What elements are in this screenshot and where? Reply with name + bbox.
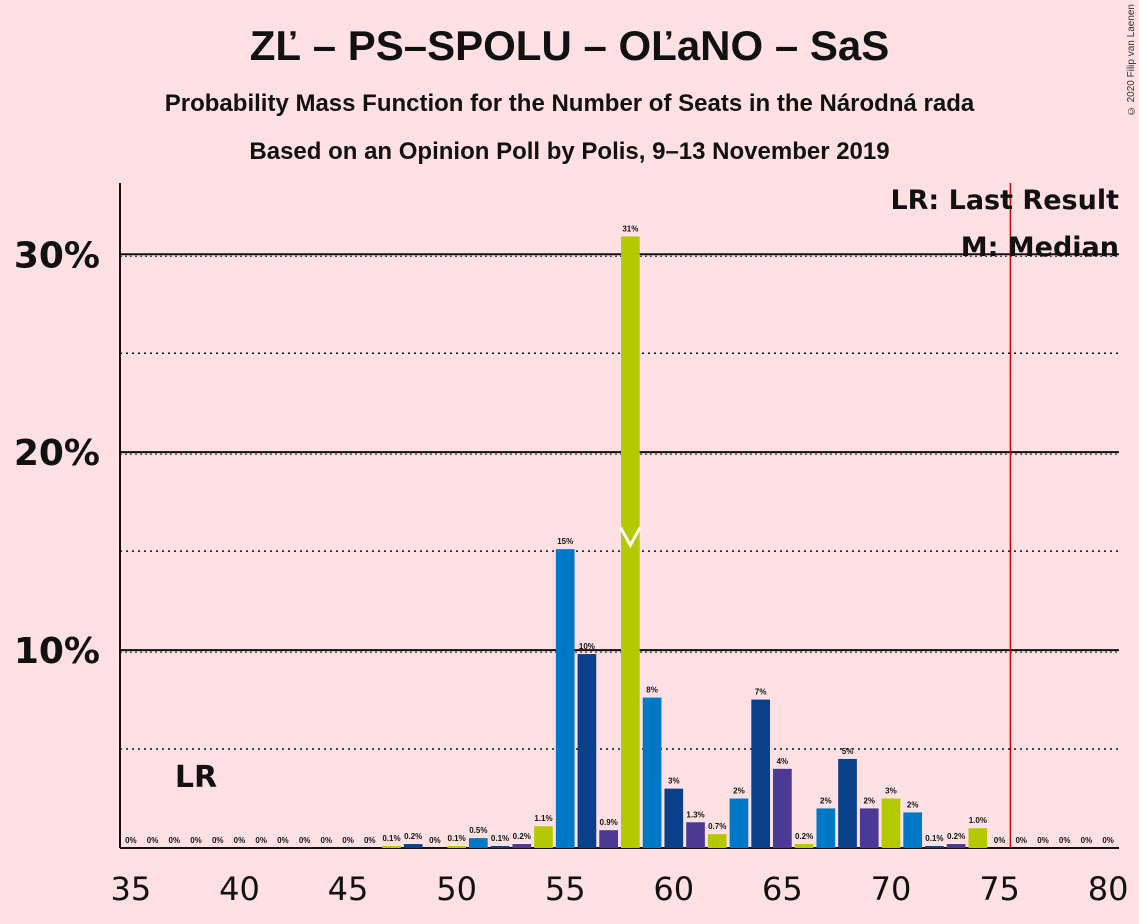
x-tick-label: 55 — [545, 870, 586, 908]
chart-subtitle: Probability Mass Function for the Number… — [164, 90, 975, 117]
bar-seat-65 — [773, 768, 792, 848]
bar-label-seat-51: 0.5% — [469, 826, 487, 835]
bar-label-seat-45: 0% — [342, 836, 354, 845]
bar-seat-74 — [968, 828, 988, 848]
bar-label-seat-76: 0% — [1015, 836, 1027, 845]
x-tick-label: 80 — [1088, 870, 1129, 908]
x-tick-label: 45 — [328, 870, 369, 908]
bar-seat-53 — [512, 844, 532, 848]
bar-label-seat-75: 0% — [994, 836, 1006, 845]
bar-label-seat-55: 15% — [557, 537, 573, 546]
bar-seat-60 — [664, 788, 684, 848]
bar-seat-54 — [534, 826, 553, 848]
bar-seat-62 — [707, 834, 727, 848]
bar-label-seat-80: 0% — [1102, 836, 1114, 845]
x-tick-label: 35 — [110, 870, 151, 908]
legend-last-result: LR: Last Result — [890, 185, 1119, 216]
median-marker — [619, 526, 642, 549]
bar-label-seat-44: 0% — [321, 836, 333, 845]
bar-label-seat-41: 0% — [255, 836, 267, 845]
bar-label-seat-38: 0% — [190, 836, 202, 845]
bar-label-seat-59: 8% — [646, 686, 658, 695]
bar-label-seat-61: 1.3% — [686, 810, 704, 819]
chart-title: ZĽ – PS–SPOLU – OĽaNO – SaS — [249, 22, 890, 69]
bar-label-seat-58: 31% — [622, 224, 638, 233]
bar-label-seat-54: 1.1% — [534, 814, 552, 823]
bar-label-seat-46: 0% — [364, 836, 376, 845]
x-tick-label: 70 — [871, 870, 912, 908]
legend-median: M: Median — [960, 232, 1119, 263]
bar-seat-68 — [838, 758, 857, 848]
x-tick-label: 65 — [762, 870, 803, 908]
bar-label-seat-53: 0.2% — [513, 832, 531, 841]
bar-label-seat-42: 0% — [277, 836, 289, 845]
bar-seat-47 — [382, 846, 401, 848]
bar-label-seat-47: 0.1% — [382, 834, 400, 843]
bar-label-seat-77: 0% — [1037, 836, 1049, 845]
x-tick-label: 40 — [219, 870, 260, 908]
bar-seat-55 — [555, 549, 575, 848]
y-tick-label: 30% — [14, 235, 100, 276]
bar-label-seat-66: 0.2% — [795, 832, 813, 841]
bar-label-seat-72: 0.1% — [925, 834, 943, 843]
bar-label-seat-62: 0.7% — [708, 822, 726, 831]
bar-seat-48 — [403, 844, 423, 848]
bar-label-seat-35: 0% — [125, 836, 137, 845]
x-tick-label: 60 — [653, 870, 694, 908]
bar-label-seat-63: 2% — [733, 787, 745, 796]
bar-seat-56 — [577, 654, 597, 848]
bar-label-seat-48: 0.2% — [404, 832, 422, 841]
bar-label-seat-39: 0% — [212, 836, 224, 845]
y-tick-label: 10% — [14, 631, 100, 672]
bar-label-seat-56: 10% — [579, 642, 595, 651]
last-result-label: LR — [175, 760, 217, 795]
bar-seat-70 — [881, 798, 901, 848]
bar-label-seat-74: 1.0% — [969, 816, 987, 825]
bar-label-seat-43: 0% — [299, 836, 311, 845]
bar-seat-63 — [729, 798, 749, 848]
bar-seat-61 — [686, 822, 705, 848]
bar-label-seat-64: 7% — [755, 688, 767, 697]
bar-seat-59 — [642, 697, 662, 848]
bar-label-seat-70: 3% — [885, 787, 897, 796]
bar-seat-69 — [859, 808, 879, 848]
bar-seat-72 — [925, 846, 944, 848]
bar-label-seat-68: 5% — [842, 747, 854, 756]
bar-seat-66 — [794, 844, 814, 848]
bar-label-seat-49: 0% — [429, 836, 441, 845]
bar-label-seat-50: 0.1% — [448, 834, 466, 843]
bar-label-seat-60: 3% — [668, 777, 680, 786]
bar-seat-71 — [903, 812, 923, 848]
bar-label-seat-73: 0.2% — [947, 832, 965, 841]
x-tick-label: 50 — [436, 870, 477, 908]
x-tick-label: 75 — [979, 870, 1020, 908]
bar-seat-64 — [751, 699, 771, 848]
bar-seat-67 — [816, 808, 836, 848]
bar-label-seat-65: 4% — [777, 757, 789, 766]
bar-label-seat-37: 0% — [169, 836, 181, 845]
bar-label-seat-57: 0.9% — [600, 818, 618, 827]
bar-seat-52 — [490, 846, 510, 848]
bar-label-seat-69: 2% — [863, 796, 875, 805]
bar-label-seat-78: 0% — [1059, 836, 1071, 845]
bar-seat-50 — [447, 846, 466, 848]
bar-label-seat-67: 2% — [820, 796, 832, 805]
bar-seat-73 — [946, 844, 966, 848]
bar-label-seat-71: 2% — [907, 800, 919, 809]
bar-seat-57 — [599, 830, 618, 848]
bar-label-seat-36: 0% — [147, 836, 159, 845]
bar-label-seat-40: 0% — [234, 836, 246, 845]
bar-label-seat-79: 0% — [1081, 836, 1093, 845]
bar-seat-51 — [468, 838, 488, 848]
bar-label-seat-52: 0.1% — [491, 834, 509, 843]
y-tick-label: 20% — [14, 433, 100, 474]
poll-source: Based on an Opinion Poll by Polis, 9–13 … — [249, 138, 890, 165]
